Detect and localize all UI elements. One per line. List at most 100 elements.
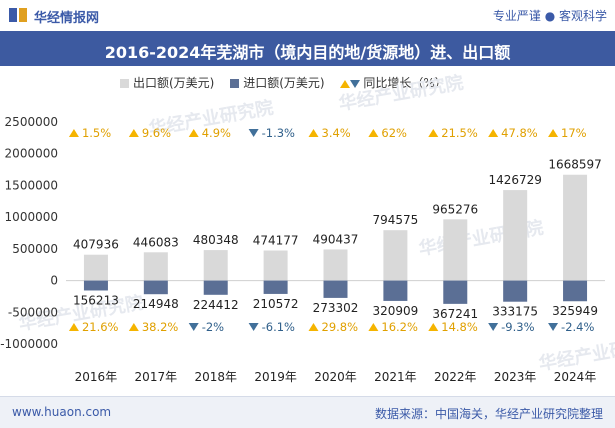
- export-bar: [143, 252, 168, 281]
- y-tick-label: -1000000: [0, 337, 58, 351]
- import-growth-label: 21.6%: [82, 320, 119, 334]
- y-tick-label: 1500000: [5, 178, 58, 192]
- legend: 出口额(万美元) 进口额(万美元) 同比增长（%）: [120, 74, 459, 91]
- export-bar: [443, 219, 468, 281]
- y-tick-label: 500000: [12, 242, 58, 256]
- footer: www.huaon.com 数据来源：中国海关，华经产业研究院整理: [0, 396, 615, 428]
- legend-export-swatch: [120, 79, 129, 88]
- export-bar: [323, 249, 348, 281]
- export-growth-label: 3.4%: [322, 126, 351, 140]
- footer-source: 数据来源：中国海关，华经产业研究院整理: [374, 407, 603, 421]
- logo-icon: [9, 8, 27, 22]
- import-value-label: 214948: [133, 297, 179, 311]
- legend-import-swatch: [230, 79, 240, 88]
- x-tick-label: 2017年: [135, 370, 178, 384]
- legend-growth: 同比增长（%）: [340, 74, 447, 91]
- import-bar: [143, 280, 168, 295]
- export-growth-label: 4.9%: [202, 126, 231, 140]
- import-value-label: 224412: [193, 298, 239, 312]
- export-value-label: 1426729: [488, 173, 541, 187]
- export-growth-label: 47.8%: [501, 126, 538, 140]
- x-tick-label: 2021年: [374, 370, 417, 384]
- top-bar: 华经情报网 专业严谨 ● 客观科学: [0, 0, 615, 30]
- export-bar: [383, 230, 408, 281]
- import-bar: [443, 280, 468, 304]
- import-bar: [203, 280, 228, 295]
- import-value-label: 320909: [372, 304, 418, 318]
- import-value-label: 367241: [432, 307, 478, 321]
- export-bar: [263, 250, 288, 281]
- y-tick-label: 2500000: [5, 115, 58, 129]
- legend-growth-label: 同比增长（%）: [363, 76, 447, 90]
- export-growth-label: 62%: [381, 126, 407, 140]
- export-growth-up-arrow: [488, 129, 499, 137]
- export-growth-up-arrow: [188, 129, 199, 137]
- import-growth-down-arrow: [248, 323, 259, 331]
- export-value-label: 1668597: [548, 158, 601, 172]
- export-growth-down-arrow: [248, 129, 259, 137]
- export-growth-up-arrow: [548, 129, 559, 137]
- import-growth-up-arrow: [428, 323, 439, 331]
- import-value-label: 325949: [552, 304, 598, 318]
- watermark-text: 华经产业研究院: [337, 71, 465, 115]
- import-growth-label: 14.8%: [441, 320, 478, 334]
- import-value-label: 156213: [73, 293, 119, 307]
- export-growth-up-arrow: [128, 129, 139, 137]
- import-growth-label: -9.3%: [501, 320, 534, 334]
- export-value-label: 480348: [193, 233, 239, 247]
- import-bar: [263, 280, 288, 294]
- down-triangle-icon: [350, 79, 361, 88]
- legend-import-label: 进口额(万美元): [243, 76, 325, 90]
- export-bar: [563, 174, 588, 281]
- import-growth-down-arrow: [548, 323, 559, 331]
- site-name: 华经情报网: [34, 11, 100, 26]
- import-growth-label: 29.8%: [322, 320, 359, 334]
- import-growth-label: 16.2%: [381, 320, 418, 334]
- x-tick-label: 2016年: [75, 370, 118, 384]
- export-bar: [83, 254, 108, 281]
- tagline: 专业严谨 ● 客观科学: [492, 9, 607, 23]
- legend-export-label: 出口额(万美元): [133, 76, 215, 90]
- import-growth-up-arrow: [308, 323, 319, 331]
- import-growth-down-arrow: [488, 323, 499, 331]
- import-growth-label: -2%: [202, 320, 224, 334]
- watermark-text: 华经产业研究院: [537, 331, 615, 375]
- up-triangle-icon: [340, 79, 351, 88]
- x-tick-label: 2019年: [254, 370, 297, 384]
- export-value-label: 474177: [253, 233, 299, 247]
- export-value-label: 490437: [313, 232, 359, 246]
- export-growth-label: 1.5%: [82, 126, 111, 140]
- import-value-label: 273302: [313, 301, 359, 315]
- import-bar: [503, 280, 528, 302]
- import-growth-down-arrow: [188, 323, 199, 331]
- x-tick-label: 2023年: [494, 370, 537, 384]
- chart-title: 2016-2024年芜湖市（境内目的地/货源地）进、出口额: [104, 43, 511, 62]
- export-bar: [503, 190, 528, 281]
- legend-export: 出口额(万美元): [120, 74, 214, 91]
- export-growth-up-arrow: [68, 129, 79, 137]
- x-tick-label: 2024年: [554, 370, 597, 384]
- import-bar: [563, 280, 588, 302]
- export-growth-label: 17%: [561, 126, 587, 140]
- x-tick-label: 2018年: [194, 370, 237, 384]
- x-tick-label: 2022年: [434, 370, 477, 384]
- import-growth-up-arrow: [368, 323, 379, 331]
- chart: 华经产业研究院华经产业研究院华经产业研究院华经产业研究院华经产业研究院25000…: [0, 71, 615, 384]
- export-growth-label: 21.5%: [441, 126, 478, 140]
- import-bar: [323, 280, 348, 298]
- import-value-label: 333175: [492, 305, 538, 319]
- import-value-label: 210572: [253, 297, 299, 311]
- export-growth-up-arrow: [308, 129, 319, 137]
- import-growth-label: -2.4%: [561, 320, 594, 334]
- import-bar: [83, 280, 108, 291]
- export-growth-label: -1.3%: [262, 126, 295, 140]
- y-tick-label: 1000000: [5, 210, 58, 224]
- export-bar: [203, 250, 228, 281]
- import-bar: [383, 280, 408, 301]
- export-value-label: 407936: [73, 238, 119, 252]
- footer-url[interactable]: www.huaon.com: [12, 405, 112, 419]
- y-tick-label: 0: [50, 274, 58, 288]
- y-tick-label: -500000: [8, 305, 58, 319]
- import-growth-up-arrow: [68, 323, 79, 331]
